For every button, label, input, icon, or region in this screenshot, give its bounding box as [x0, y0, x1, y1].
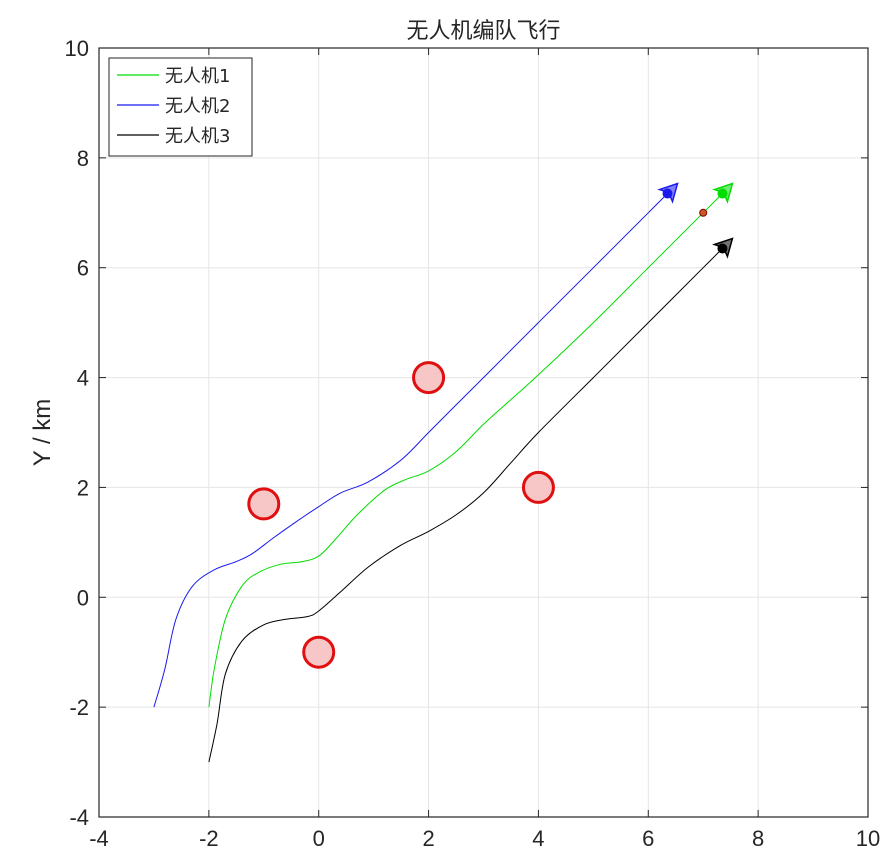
legend: 无人机1 无人机2 无人机3: [108, 57, 253, 157]
obstacles: [247, 361, 555, 669]
y-tick-label: 2: [77, 475, 89, 500]
x-tick-label: -4: [89, 826, 109, 851]
drone-marker-2: [657, 182, 679, 204]
obstacle-circle: [302, 635, 336, 669]
axis-ticks: [98, 47, 869, 818]
flight-path-1: [208, 193, 723, 708]
legend-label-2: 无人机2: [165, 96, 230, 117]
y-tick-label: 6: [77, 256, 89, 281]
flight-path-2: [153, 193, 668, 708]
x-tick-label: 10: [856, 826, 880, 851]
obstacle-circle: [412, 361, 446, 395]
obstacle-circle: [247, 487, 281, 521]
y-tick-label: -2: [69, 695, 89, 720]
legend-label-3: 无人机3: [165, 126, 230, 147]
y-tick-label: -4: [69, 805, 89, 830]
x-tick-label: 2: [422, 826, 434, 851]
x-tick-label: 6: [642, 826, 654, 851]
x-tick-label: 0: [313, 826, 325, 851]
drone-dot-1: [717, 188, 728, 199]
x-tick-label: 4: [532, 826, 544, 851]
y-axis-label: Y / km: [29, 399, 56, 467]
drone-markers: [657, 182, 734, 259]
y-tick-label: 4: [77, 366, 89, 391]
drone-marker-3: [712, 237, 734, 259]
grid-lines: [98, 47, 869, 818]
tick-labels: -4 -2 0 2 4 6 8 10 -4 -2 0 2 4 6 8 10: [65, 36, 880, 851]
legend-box: [108, 57, 253, 157]
drone-dot-3: [717, 243, 728, 254]
x-tick-label: -2: [199, 826, 219, 851]
plot-frame: [98, 47, 869, 818]
target-point: [699, 208, 708, 217]
y-tick-label: 10: [65, 36, 89, 61]
drone-marker-1: [712, 182, 734, 204]
flight-path-3: [208, 248, 723, 763]
drone-dot-2: [662, 188, 673, 199]
y-tick-label: 0: [77, 585, 89, 610]
flight-paths: [153, 193, 723, 763]
legend-label-1: 无人机1: [165, 66, 230, 87]
obstacle-circle: [521, 470, 555, 504]
x-tick-label: 8: [752, 826, 764, 851]
chart-title: 无人机编队飞行: [406, 19, 560, 44]
y-tick-label: 8: [77, 146, 89, 171]
